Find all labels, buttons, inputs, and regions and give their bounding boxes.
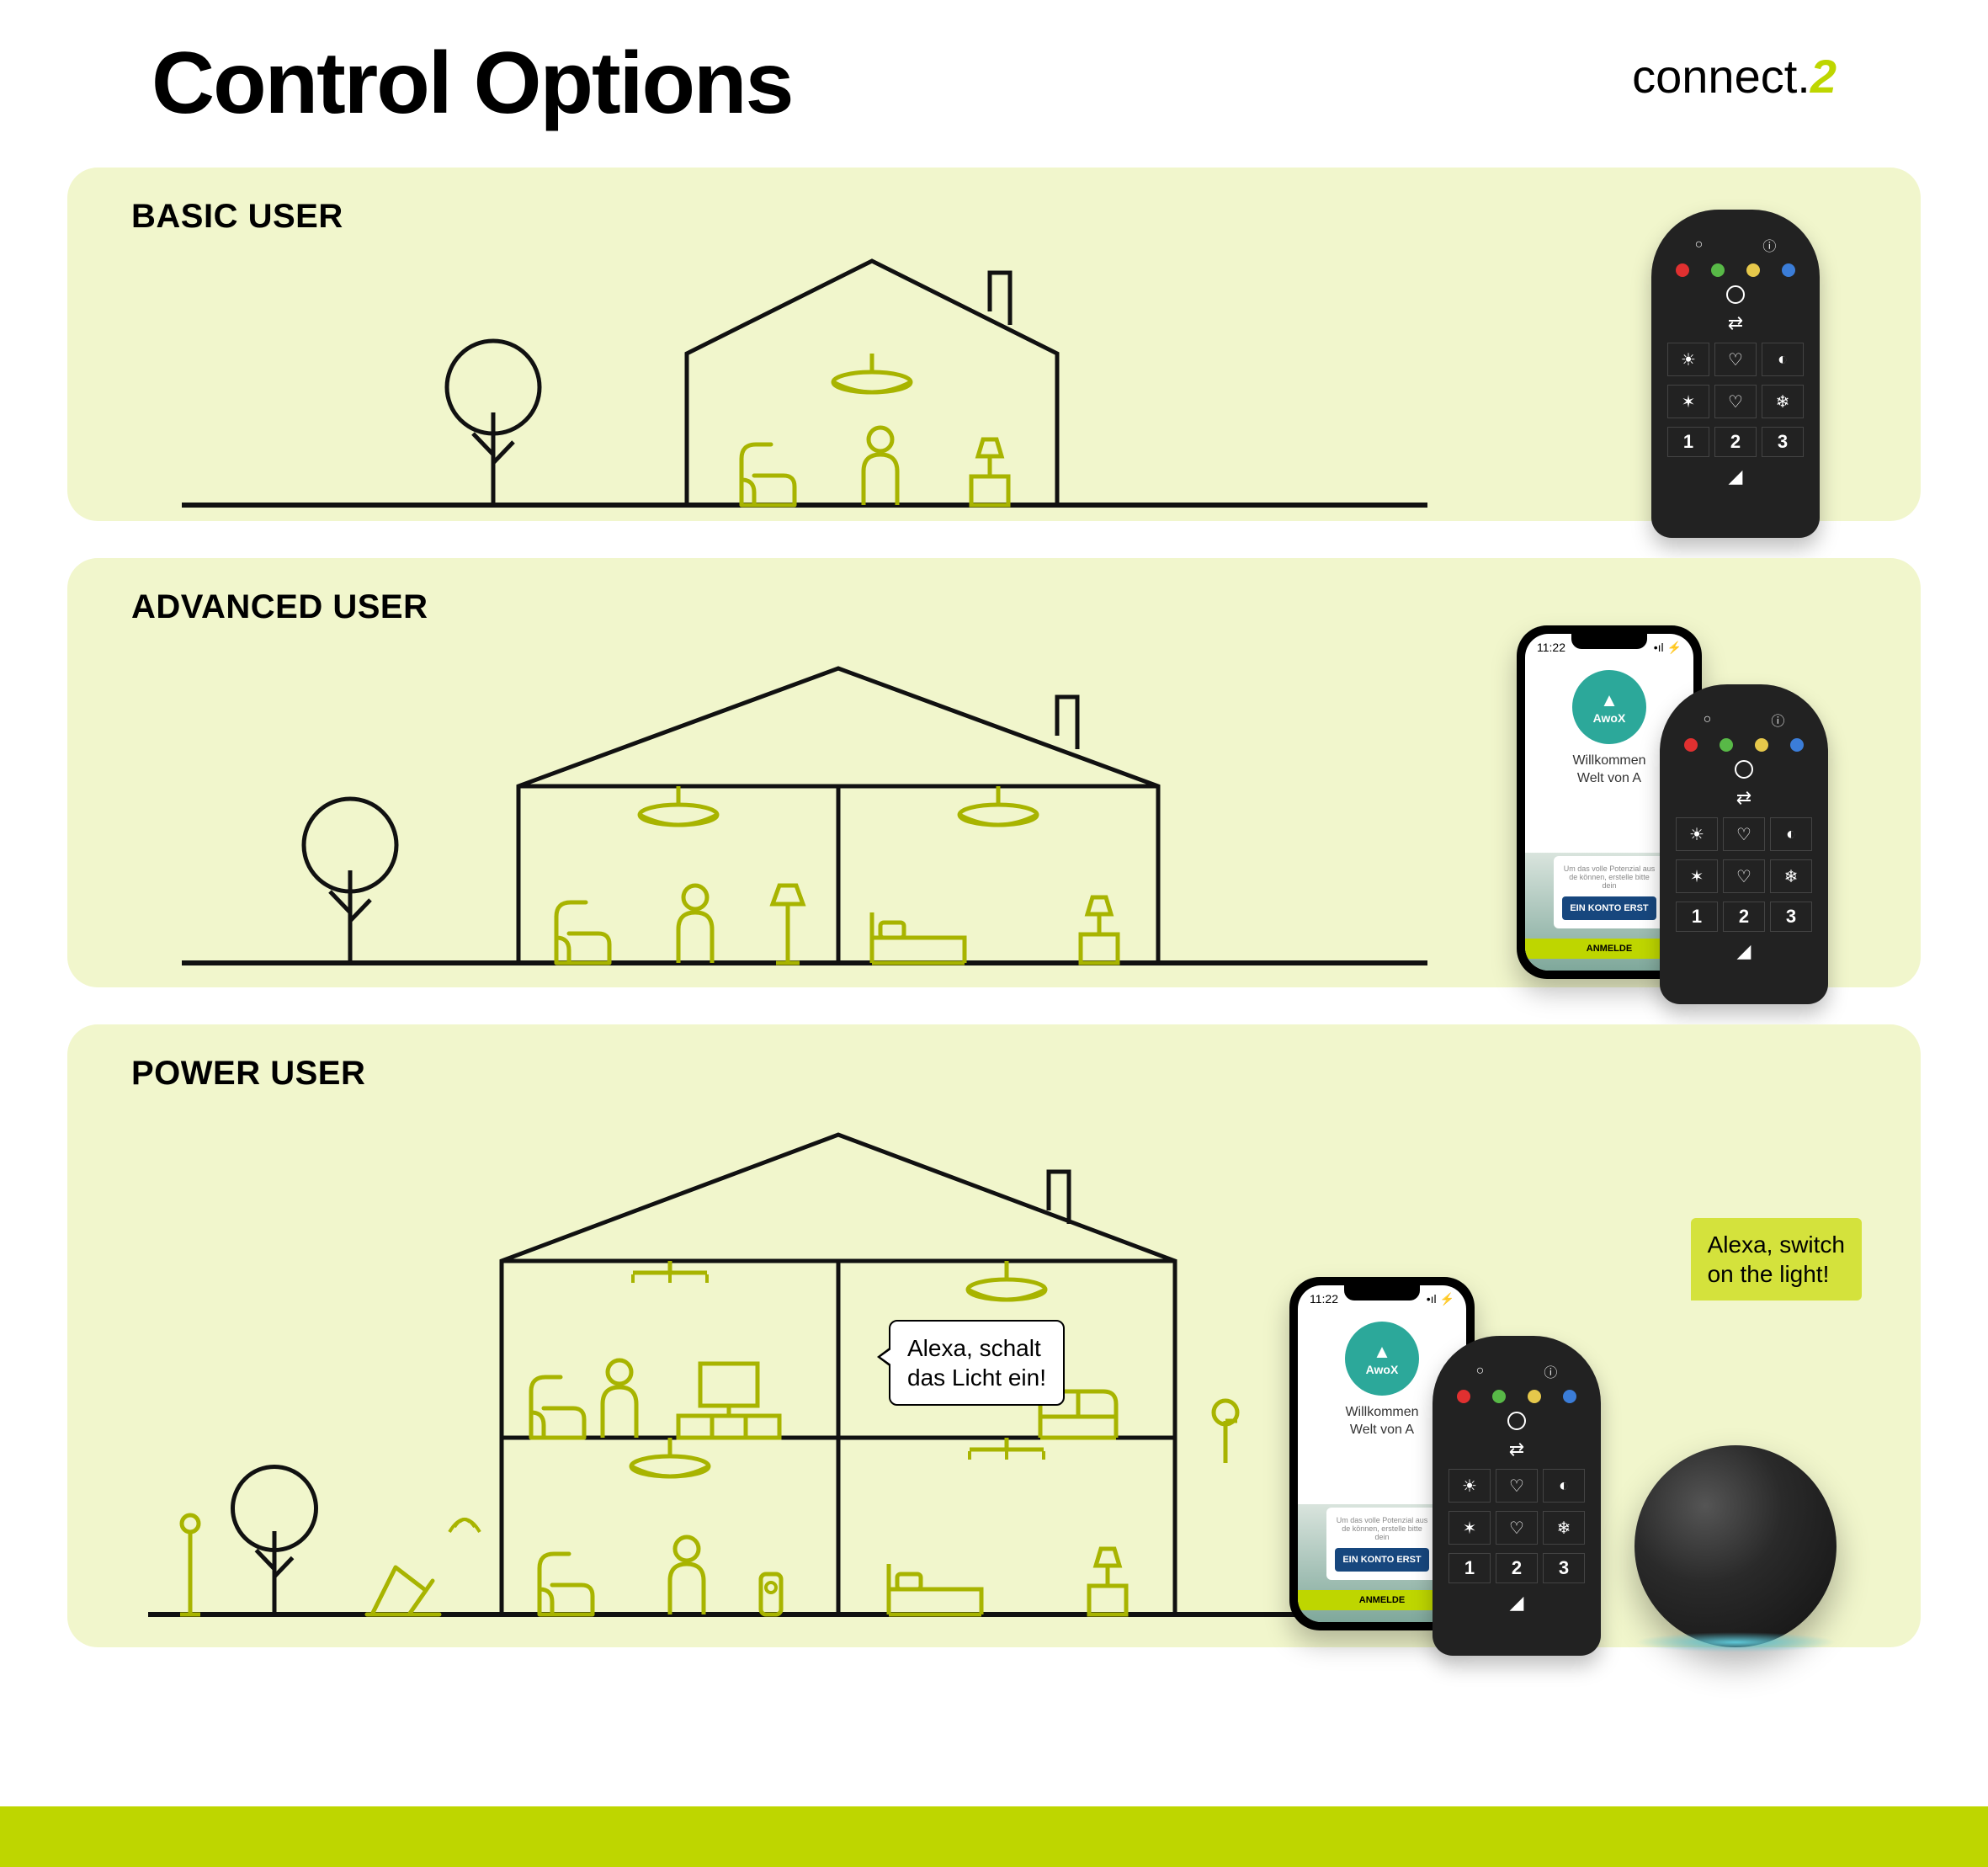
remote-advanced: ○ⓘ⇄☀♡◐✶♡❄123◢ [1660,684,1828,1004]
tier-basic: BASIC USER ○ⓘ⇄☀♡◐✶♡❄123◢ [67,168,1921,521]
remote-power: ○ⓘ⇄☀♡◐✶♡❄123◢ [1433,1336,1601,1656]
speech-bubble-house: Alexa, schalt das Licht ein! [889,1320,1065,1406]
echo-device [1626,1437,1845,1656]
footer-bar [0,1806,1988,1867]
tier-label-basic: BASIC USER [131,198,1921,236]
speech-bubble-echo: Alexa, switch on the light! [1691,1218,1862,1301]
brand-prefix: connect. [1632,50,1810,103]
tier-advanced: ADVANCED USER 11:22•ıl ⚡ ▲ AwoX Willkomm… [67,558,1921,987]
tier-label-power: POWER USER [131,1055,1921,1093]
echo-ring-light [1635,1632,1837,1652]
echo-ball [1635,1445,1837,1647]
tier-power: POWER USER Alexa, schalt das Licht ein! … [67,1024,1921,1647]
remote-basic: ○ⓘ⇄☀♡◐✶♡❄123◢ [1651,210,1820,538]
brand-suffix: 2 [1810,50,1837,103]
tier-label-advanced: ADVANCED USER [131,588,1921,626]
brand-logo: connect.2 [1632,49,1837,104]
page-title: Control Options [151,34,792,134]
